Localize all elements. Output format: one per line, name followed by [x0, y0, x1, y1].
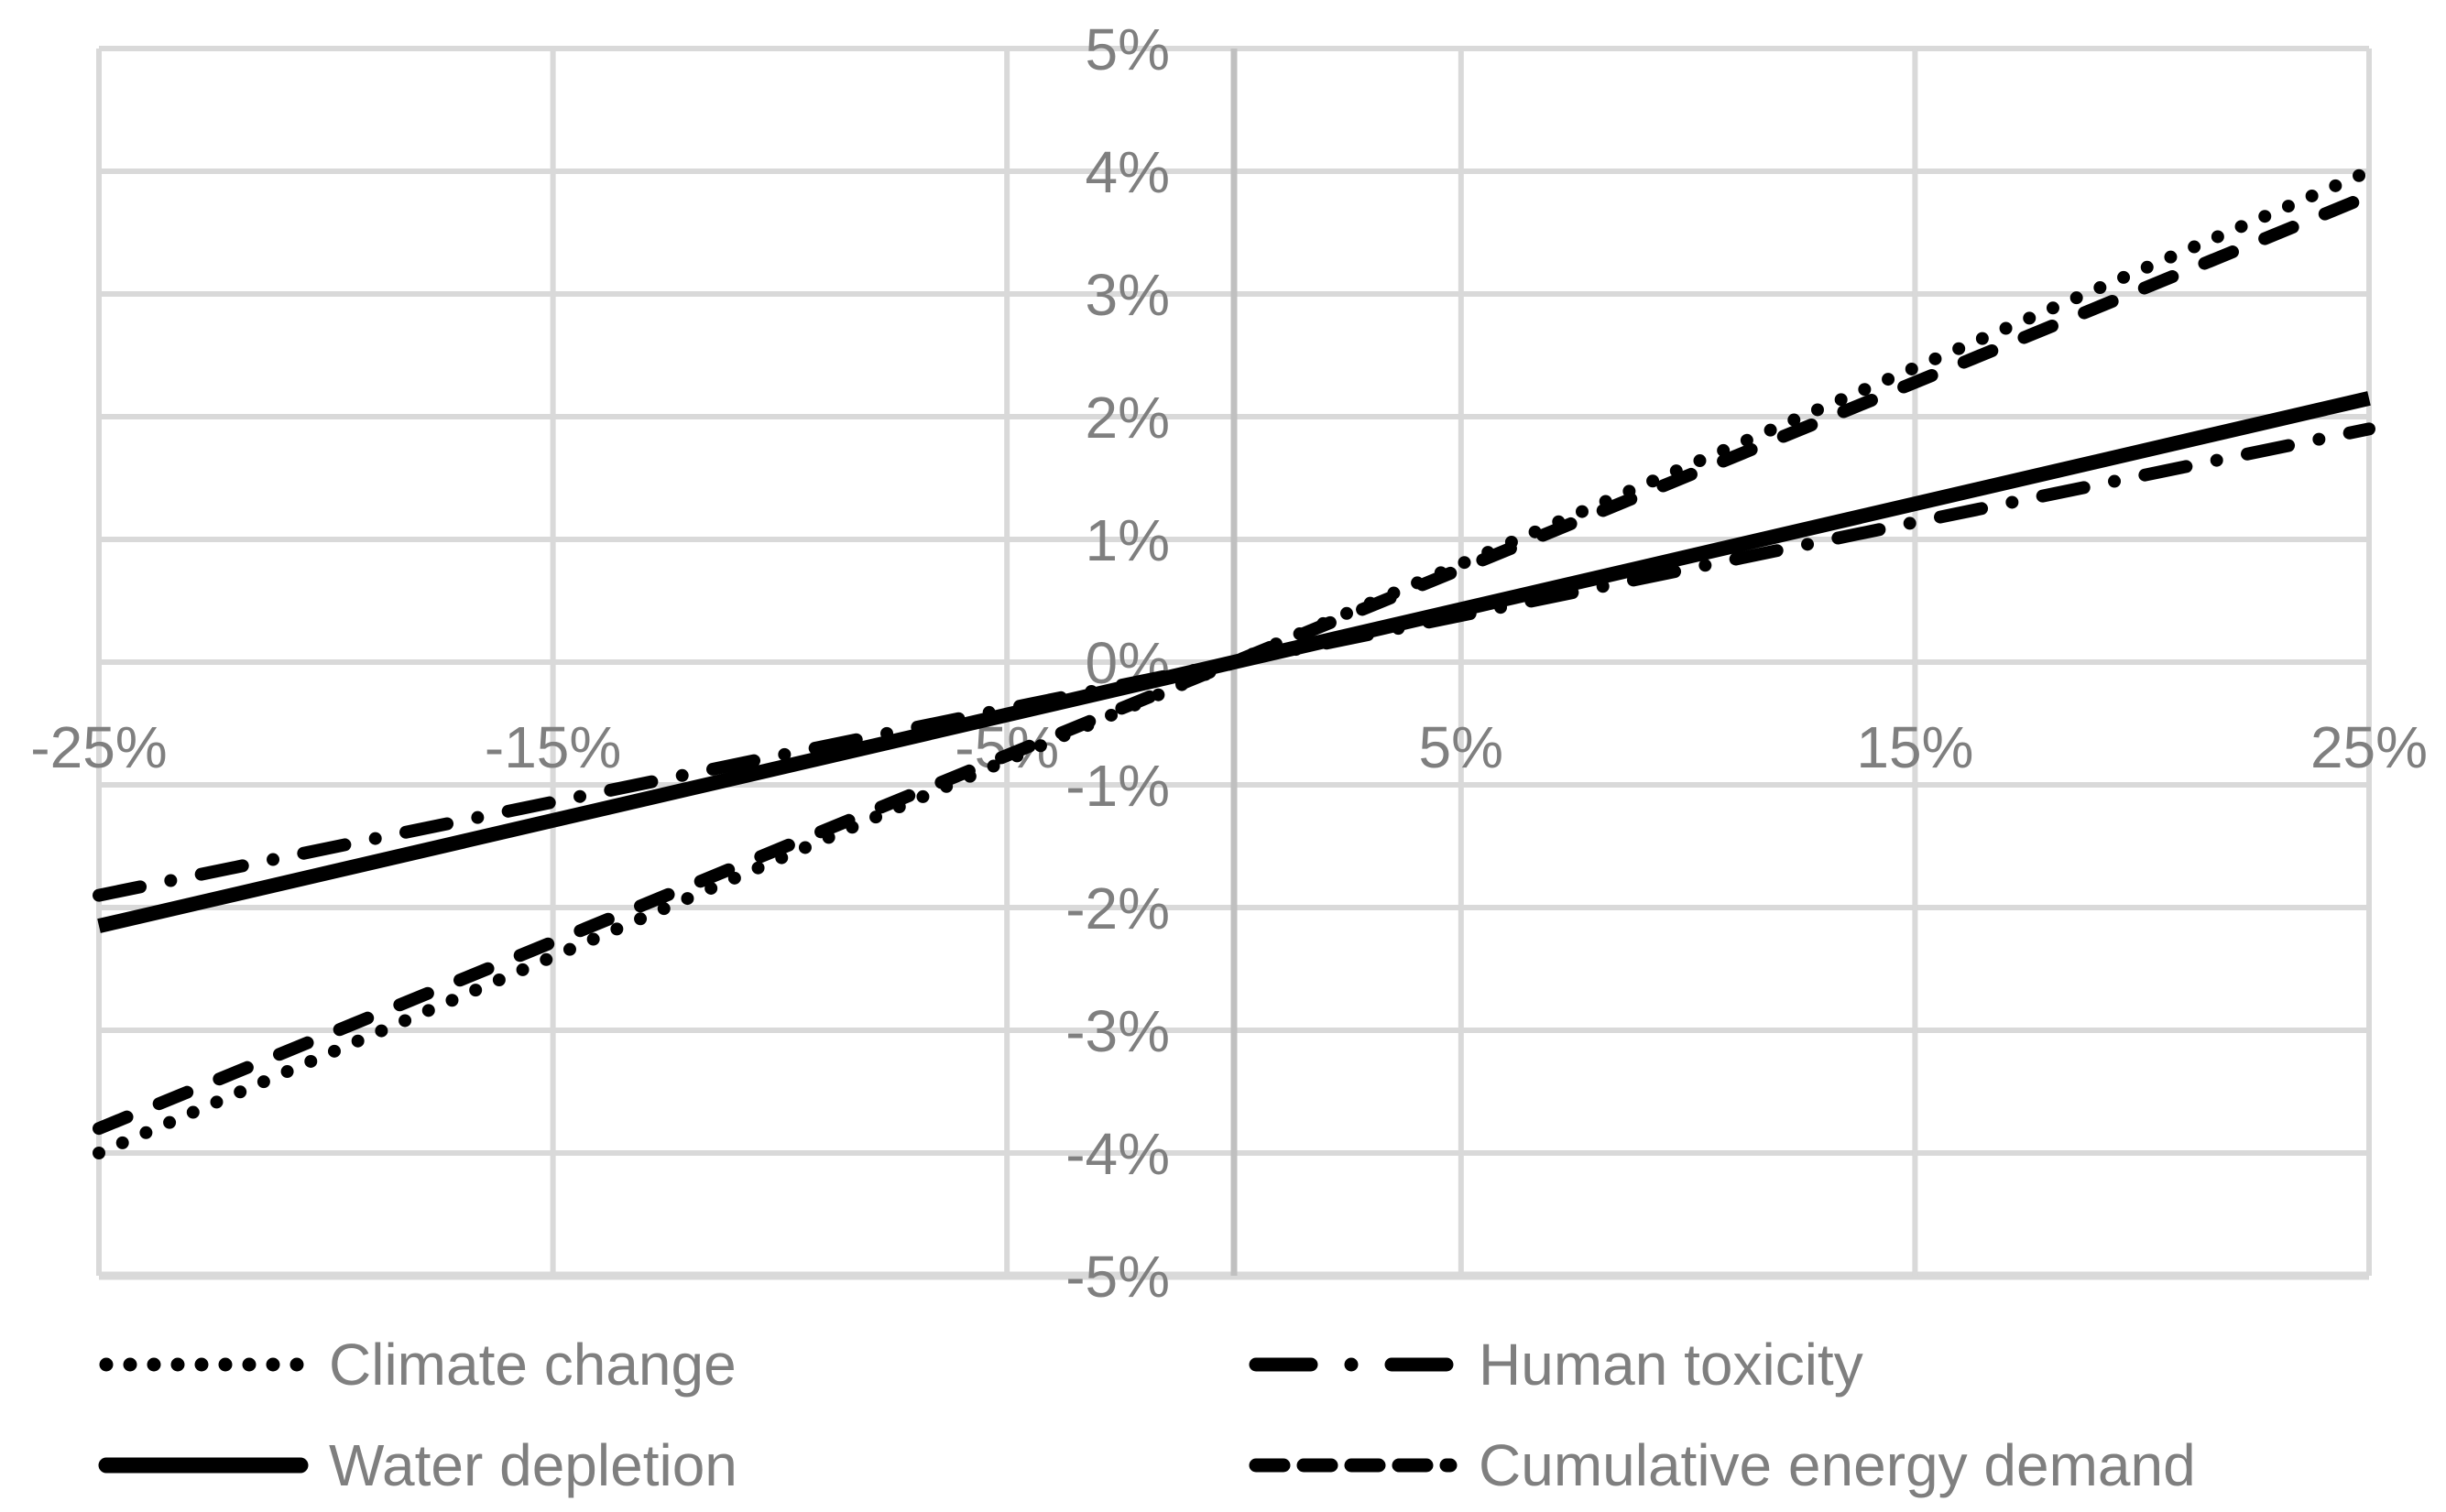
x-tick-label--25-: -25% — [30, 714, 167, 780]
legend-item-climate-change: Climate change — [98, 1330, 1248, 1399]
legend-item-cumulative-energy-demand: Cumulative energy demand — [1248, 1430, 2196, 1500]
legend-label-climate-change: Climate change — [329, 1332, 737, 1398]
legend-label-cumulative-energy-demand: Cumulative energy demand — [1479, 1432, 2196, 1498]
y-tick-label--5-: -5% — [1065, 1244, 1170, 1310]
x-tick-label-5-: 5% — [1419, 714, 1504, 780]
series-line-cumulative-energy-demand — [93, 189, 2375, 1136]
dashdot-line-swatch-icon — [1249, 1357, 1458, 1372]
y-tick-label--1-: -1% — [1065, 753, 1170, 819]
y-tick-label-4-: 4% — [1086, 139, 1171, 205]
y-tick-label--2-: -2% — [1065, 876, 1170, 941]
x-tick-label--15-: -15% — [485, 714, 621, 780]
series-line-water-depletion — [97, 391, 2371, 933]
y-tick-label-3-: 3% — [1086, 262, 1171, 328]
y-tick-label-2-: 2% — [1086, 385, 1171, 451]
y-tick-label-5-: 5% — [1086, 16, 1171, 82]
x-tick-label-25-: 25% — [2310, 714, 2428, 780]
legend-item-water-depletion: Water depletion — [98, 1430, 1248, 1500]
y-tick-label--4-: -4% — [1065, 1121, 1170, 1187]
dotted-line-swatch-icon — [99, 1357, 308, 1372]
y-tick-label--3-: -3% — [1065, 998, 1170, 1064]
legend-label-water-depletion: Water depletion — [329, 1432, 737, 1498]
chart-legend: Climate change Human toxicity Water deplet… — [98, 1330, 2196, 1500]
legend-item-human-toxicity: Human toxicity — [1248, 1330, 2196, 1399]
legend-label-human-toxicity: Human toxicity — [1479, 1332, 1863, 1398]
dashed-line-swatch-icon — [1249, 1458, 1458, 1473]
x-tick-label-15-: 15% — [1856, 714, 1973, 780]
y-tick-label-1-: 1% — [1086, 507, 1171, 573]
solid-line-swatch-icon — [98, 1457, 309, 1474]
